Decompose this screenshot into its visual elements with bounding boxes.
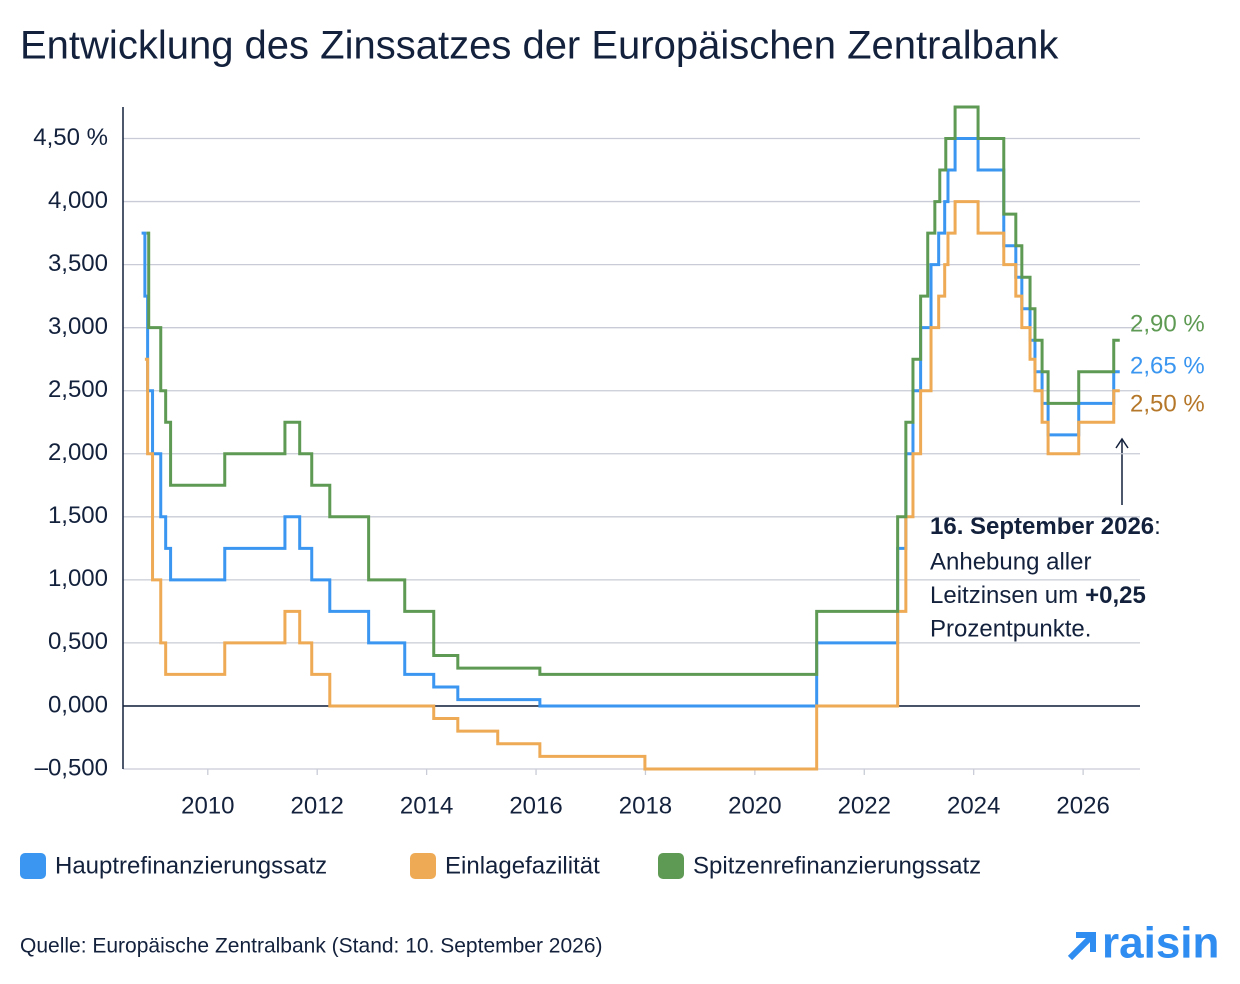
y-tick-label: 0,000: [48, 691, 108, 718]
legend-item: Hauptrefinanzierungssatz: [20, 852, 327, 879]
y-tick-label: 1,500: [48, 502, 108, 529]
legend-label: Spitzenrefinanzierungssatz: [693, 852, 981, 879]
annotation-date: 16. September 2026: [930, 513, 1154, 540]
x-tick-label: 2014: [400, 792, 453, 819]
x-tick-label: 2012: [291, 792, 344, 819]
y-tick-label: 2,000: [48, 439, 108, 466]
annotation-colon: :: [1154, 513, 1161, 540]
y-tick-label: 2,500: [48, 376, 108, 403]
legend-item: Spitzenrefinanzierungssatz: [658, 852, 981, 879]
x-tick-label: 2026: [1056, 792, 1109, 819]
annotation: Leitzinsen um +0,25: [930, 582, 1146, 609]
x-tick-label: 2010: [181, 792, 234, 819]
y-tick-label: 4,50 %: [33, 124, 108, 151]
legend-label: Hauptrefinanzierungssatz: [55, 852, 327, 879]
annotation: 16. September 2026:: [930, 513, 1161, 540]
series-line: [146, 105, 1120, 676]
annotation-change: +0,25: [1085, 582, 1146, 609]
annotation: Anhebung aller: [930, 548, 1091, 575]
legend-swatch: [20, 853, 46, 879]
y-tick-label: 3,000: [48, 313, 108, 340]
annotation-text: Leitzinsen um: [930, 582, 1078, 609]
y-tick-label: 1,000: [48, 565, 108, 592]
legend-label: Einlagefazilität: [445, 852, 600, 879]
y-tick-label: 3,500: [48, 250, 108, 277]
annotation-arrowhead: [1115, 437, 1129, 449]
y-tick-label: 0,500: [48, 628, 108, 655]
legend-item: Einlagefazilität: [410, 852, 600, 879]
source: Quelle: Europäische Zentralbank (Stand: …: [20, 935, 603, 958]
x-tick-label: 2024: [947, 792, 1000, 819]
series-line: [144, 200, 1120, 771]
x-tick-label: 2022: [838, 792, 891, 819]
x-tick-label: 2018: [619, 792, 672, 819]
legend-swatch: [658, 853, 684, 879]
x-tick-label: 2016: [509, 792, 562, 819]
legend-swatch: [410, 853, 436, 879]
brand: raisin: [1102, 919, 1219, 968]
end-label: 2,65 %: [1130, 352, 1205, 379]
end-label: 2,50 %: [1130, 390, 1205, 417]
chart-title: Entwicklung des Zinssatzes der Europäisc…: [20, 24, 1059, 68]
x-tick-label: 2020: [728, 792, 781, 819]
end-label: 2,90 %: [1130, 310, 1205, 337]
annotation: Prozentpunkte.: [930, 615, 1091, 642]
brand-arrow: [1067, 932, 1096, 961]
y-tick-label: –0,500: [35, 754, 108, 781]
y-tick-label: 4,000: [48, 187, 108, 214]
